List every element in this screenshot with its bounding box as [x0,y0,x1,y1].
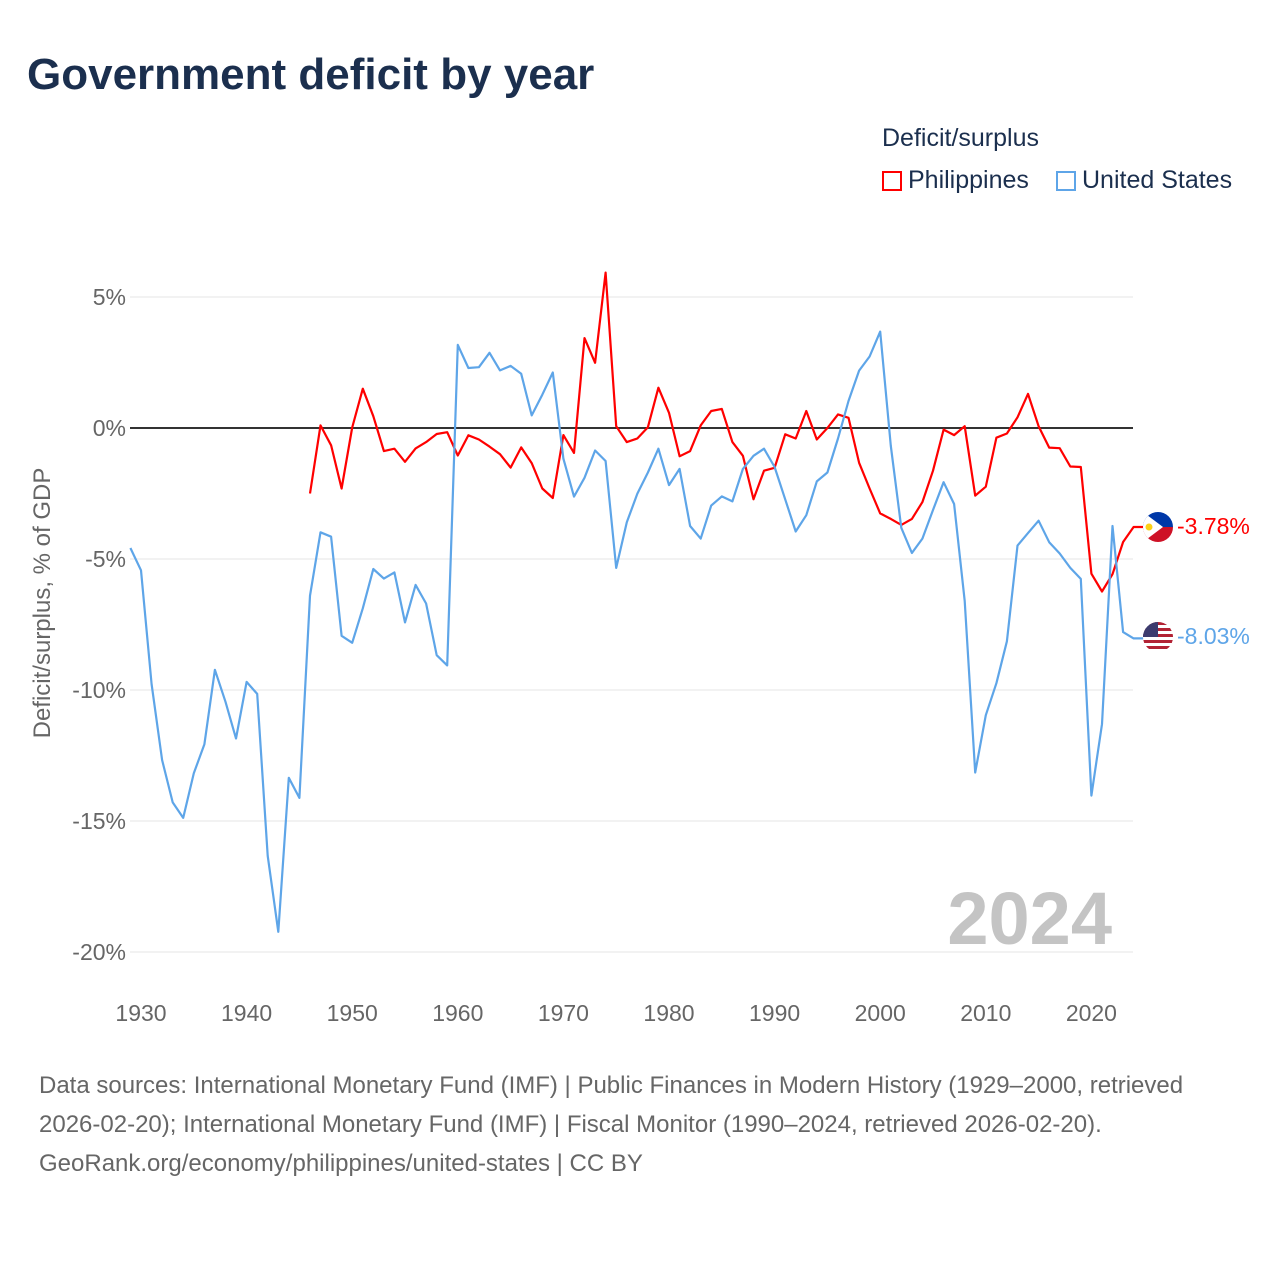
x-tick-label: 1970 [538,1000,589,1026]
y-tick-label: -15% [72,808,126,834]
legend-title: Deficit/surplus [882,124,1039,152]
y-tick-label: 0% [93,415,126,441]
flag-united-states [1143,622,1173,652]
chart-title: Government deficit by year [27,50,595,99]
x-tick-label: 1940 [221,1000,272,1026]
x-tick-label: 1960 [432,1000,483,1026]
series-line-philippines[interactable] [308,271,1144,593]
x-tick-label: 1990 [749,1000,800,1026]
legend-item-united-states[interactable]: United States [1056,166,1232,195]
flag-philippines [1143,512,1173,542]
x-tick-label: 1930 [115,1000,166,1026]
grid [130,296,1133,953]
credit-link[interactable]: GeoRank.org/economy/philippines/united-s… [39,1150,643,1177]
y-tick-label: 5% [93,284,126,310]
x-axis-ticks: 1930 1940 1950 1960 1970 1980 1990 2000 2010 2020 [115,1000,1117,1026]
y-tick-label: -20% [72,939,126,965]
y-tick-label: -5% [85,546,126,572]
legend-label: United States [1082,166,1233,194]
x-tick-label: 1950 [327,1000,378,1026]
legend-swatch-philippines [882,170,902,191]
y-axis-ticks: 5% 0% -5% -10% -15% -20% [72,284,126,965]
data-sources: Data sources: International Monetary Fun… [39,1072,1184,1138]
series-line-united-states[interactable] [129,330,1144,933]
y-tick-label: -10% [72,677,126,703]
x-tick-label: 1980 [643,1000,694,1026]
x-tick-label: 2010 [960,1000,1011,1026]
end-label-united-states: -8.03% [1177,623,1250,649]
year-watermark: 2024 [947,877,1112,960]
end-label-philippines: -3.78% [1177,513,1250,539]
x-tick-label: 2020 [1066,1000,1117,1026]
legend-label: Philippines [908,166,1029,194]
legend-item-philippines[interactable]: Philippines [882,166,1029,195]
footer: Data sources: International Monetary Fun… [39,1066,1239,1183]
x-tick-label: 2000 [855,1000,906,1026]
legend-swatch-united-states [1056,170,1076,191]
y-axis-label: Deficit/surplus, % of GDP [29,468,56,739]
series-lines [129,271,1144,933]
